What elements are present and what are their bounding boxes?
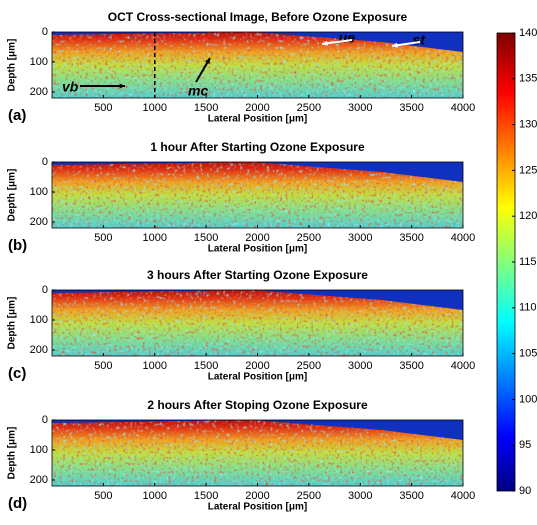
y-tick-label: 0 — [42, 26, 48, 38]
x-tick-label: 4000 — [451, 490, 475, 502]
oct-image — [52, 420, 463, 486]
y-axis-label: Depth [μm] — [7, 169, 18, 222]
annotation: vb — [62, 79, 79, 95]
y-axis-label: Depth [μm] — [7, 297, 18, 350]
air-region — [252, 162, 463, 182]
x-tick-label: 2000 — [245, 360, 269, 372]
y-tick-label: 100 — [30, 56, 48, 68]
x-axis-label: Lateral Position [μm] — [208, 502, 307, 513]
colorbar-tick-label: 95 — [519, 439, 531, 451]
x-tick-label: 2000 — [245, 490, 269, 502]
air-region — [52, 32, 252, 35]
x-tick-label: 500 — [94, 232, 112, 244]
x-tick-label: 1500 — [194, 490, 218, 502]
x-tick-label: 2000 — [245, 102, 269, 114]
arrow-head — [392, 42, 398, 48]
air-region — [52, 162, 252, 165]
y-tick-label: 100 — [30, 444, 48, 456]
x-tick-label: 2500 — [297, 102, 321, 114]
air-region — [52, 290, 252, 293]
x-tick-label: 4000 — [451, 102, 475, 114]
y-tick-label: 100 — [30, 314, 48, 326]
panel-title: 2 hours After Stoping Ozone Exposure — [147, 398, 368, 412]
x-tick-label: 1000 — [143, 490, 167, 502]
air-region — [252, 290, 463, 310]
x-tick-label: 3500 — [399, 102, 423, 114]
x-tick-label: 1000 — [143, 360, 167, 372]
x-tick-label: 4000 — [451, 360, 475, 372]
colorbar-tick-label: 100 — [519, 393, 537, 405]
x-axis-label: Lateral Position [μm] — [208, 372, 307, 383]
colorbar-tick-label: 125 — [519, 164, 537, 176]
colorbar-tick-label: 130 — [519, 119, 537, 131]
panel-title: 1 hour After Starting Ozone Exposure — [150, 140, 365, 154]
oct-image — [52, 32, 463, 98]
annotation: st — [413, 32, 427, 48]
x-tick-label: 1500 — [194, 360, 218, 372]
air-region — [252, 420, 463, 440]
x-tick-label: 3000 — [348, 490, 372, 502]
x-tick-label: 3000 — [348, 232, 372, 244]
y-tick-label: 200 — [30, 474, 48, 486]
y-tick-label: 100 — [30, 186, 48, 198]
y-tick-label: 200 — [30, 216, 48, 228]
arrow-head — [322, 40, 328, 46]
x-axis-label: Lateral Position [μm] — [208, 244, 307, 255]
panel-label: (d) — [8, 495, 27, 512]
annotation: ue — [339, 30, 356, 46]
colorbar-tick-label: 115 — [519, 256, 537, 268]
x-tick-label: 3500 — [399, 232, 423, 244]
x-tick-label: 2500 — [297, 360, 321, 372]
x-tick-label: 1500 — [194, 232, 218, 244]
x-tick-label: 2000 — [245, 232, 269, 244]
x-axis-label: Lateral Position [μm] — [208, 114, 307, 125]
colorbar-tick-label: 120 — [519, 210, 537, 222]
panel-label: (b) — [8, 237, 27, 254]
x-tick-label: 500 — [94, 102, 112, 114]
arrow-head — [205, 58, 210, 64]
y-axis-label: Depth [μm] — [7, 39, 18, 92]
x-tick-label: 3000 — [348, 102, 372, 114]
y-tick-label: 200 — [30, 86, 48, 98]
annotation: mc — [188, 83, 208, 99]
air-region — [252, 32, 463, 52]
y-tick-label: 0 — [42, 284, 48, 296]
arrow-head — [119, 83, 125, 89]
y-tick-label: 0 — [42, 156, 48, 168]
y-tick-label: 0 — [42, 414, 48, 426]
x-tick-label: 1000 — [143, 102, 167, 114]
panel-label: (c) — [8, 365, 26, 382]
colorbar-tick-label: 90 — [519, 485, 531, 497]
colorbar-tick-label: 140 — [519, 27, 537, 39]
oct-image — [52, 290, 463, 356]
colorbar-tick-label: 110 — [519, 302, 537, 314]
oct-image — [52, 162, 463, 228]
colorbar-tick-label: 105 — [519, 348, 537, 360]
x-tick-label: 500 — [94, 490, 112, 502]
x-tick-label: 2500 — [297, 490, 321, 502]
panel-label: (a) — [8, 107, 26, 124]
x-tick-label: 1500 — [194, 102, 218, 114]
panel-title: OCT Cross-sectional Image, Before Ozone … — [108, 10, 408, 24]
x-tick-label: 500 — [94, 360, 112, 372]
x-tick-label: 3500 — [399, 360, 423, 372]
x-tick-label: 1000 — [143, 232, 167, 244]
y-axis-label: Depth [μm] — [7, 427, 18, 480]
x-tick-label: 2500 — [297, 232, 321, 244]
y-tick-label: 200 — [30, 344, 48, 356]
colorbar-tick-label: 135 — [519, 73, 537, 85]
x-tick-label: 4000 — [451, 232, 475, 244]
air-region — [52, 420, 252, 423]
x-tick-label: 3000 — [348, 360, 372, 372]
x-tick-label: 3500 — [399, 490, 423, 502]
panel-title: 3 hours After Starting Ozone Exposure — [147, 268, 368, 282]
